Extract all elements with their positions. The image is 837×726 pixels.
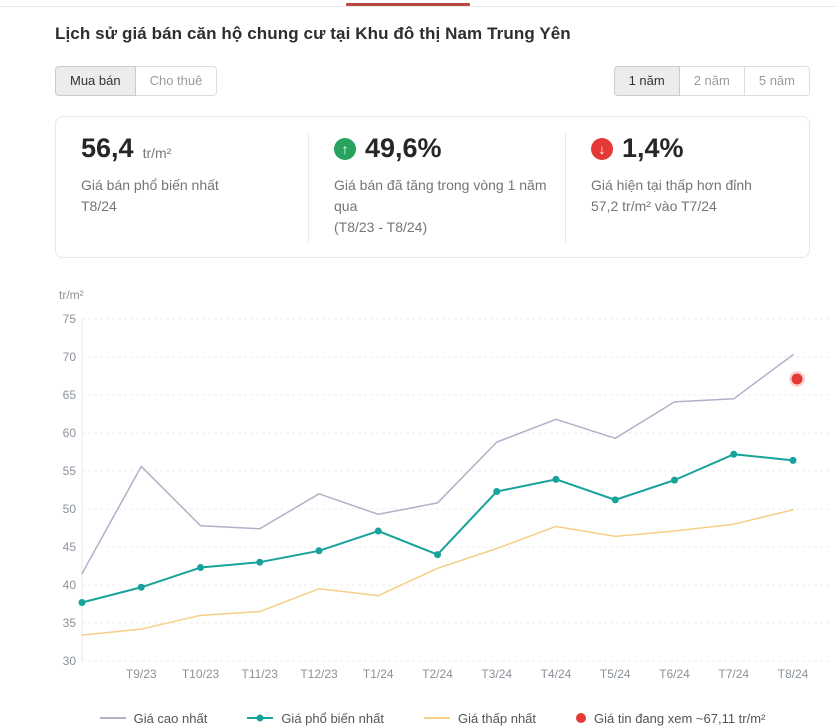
stat-card-below-peak: ↓ 1,4% Giá hiện tại thấp hơn đỉnh 57,2 t… xyxy=(566,117,809,257)
chart-area: tr/m² 30 35 40 45 50 55 60 65 70 75 T9/23 T10/23 T11/… xyxy=(55,286,835,691)
time-range-toggle: 1 năm 2 năm 5 năm xyxy=(613,66,810,96)
arrow-down-circle-icon: ↓ xyxy=(591,137,613,160)
current-listing-dot[interactable] xyxy=(791,373,803,385)
stat-value-row: ↓ 1,4% xyxy=(591,133,793,164)
y-tick-label: 75 xyxy=(63,312,77,326)
x-tick-label: T5/24 xyxy=(600,667,631,681)
stat-value-row: ↑ 49,6% xyxy=(334,133,550,164)
data-point-marker[interactable] xyxy=(197,563,204,571)
stat-value-row: 56,4 tr/m² xyxy=(81,133,293,164)
x-tick-label: T12/23 xyxy=(300,667,338,681)
stat-description: Giá bán phổ biến nhất T8/24 xyxy=(81,175,293,217)
legend-item-lowest-price[interactable]: Giá thấp nhất xyxy=(423,710,537,726)
y-tick-label: 70 xyxy=(63,350,77,364)
legend-label: Giá cao nhất xyxy=(133,710,208,726)
stat-description: Giá hiện tại thấp hơn đỉnh 57,2 tr/m² và… xyxy=(591,175,793,217)
data-point-marker[interactable] xyxy=(730,450,738,458)
dot-swatch xyxy=(256,714,264,722)
data-point-marker[interactable] xyxy=(78,598,86,606)
stat-description: Giá bán đã tăng trong vòng 1 năm qua (T8… xyxy=(334,175,550,238)
range-1-year-button[interactable]: 1 năm xyxy=(613,66,680,96)
x-tick-label: T6/24 xyxy=(659,667,690,681)
data-point-marker[interactable] xyxy=(315,546,323,554)
stat-desc-line1: Giá bán đã tăng trong vòng 1 năm qua xyxy=(334,176,547,214)
legend-item-common-price[interactable]: Giá phổ biến nhất xyxy=(247,711,384,726)
legend-label: Giá phổ biến nhất xyxy=(281,710,384,726)
legend-label: Giá thấp nhất xyxy=(457,710,537,726)
data-point-marker[interactable] xyxy=(789,456,797,464)
stat-value: 56,4 xyxy=(81,133,134,163)
x-tick-label: T1/24 xyxy=(363,667,394,681)
summary-stats-panel: 56,4 tr/m² Giá bán phổ biến nhất T8/24 ↑… xyxy=(55,116,810,258)
stat-value: 49,6% xyxy=(365,133,442,163)
price-history-widget: Lịch sử giá bán căn hộ chung cư tại Khu … xyxy=(55,16,830,726)
x-tick-label: T8/24 xyxy=(778,667,809,681)
y-tick-label: 35 xyxy=(63,616,77,630)
x-tick-label: T3/24 xyxy=(481,667,512,681)
data-point-marker[interactable] xyxy=(374,527,382,535)
data-point-marker[interactable] xyxy=(611,496,619,504)
stat-unit: tr/m² xyxy=(142,144,172,161)
legend-label: Giá tin đang xem ~67,11 tr/m² xyxy=(594,710,766,726)
x-tick-label: T4/24 xyxy=(541,667,572,681)
data-point-marker[interactable] xyxy=(434,550,441,558)
series-line-giá-thấp-nhất xyxy=(81,508,794,636)
stat-desc-line2: (T8/23 - T8/24) xyxy=(334,218,428,235)
x-tick-label: T2/24 xyxy=(422,667,453,681)
range-2-year-button[interactable]: 2 năm xyxy=(678,66,745,96)
y-tick-label: 40 xyxy=(63,578,77,592)
arrow-up-circle-icon: ↑ xyxy=(334,137,356,160)
buy-tab[interactable]: Mua bán xyxy=(55,66,136,96)
data-point-marker[interactable] xyxy=(552,475,560,483)
transaction-type-toggle: Mua bán Cho thuê xyxy=(55,66,218,96)
legend-item-current-listing[interactable]: Giá tin đang xem ~67,11 tr/m² xyxy=(576,711,765,726)
stat-desc-line2: T8/24 xyxy=(81,197,117,214)
stat-card-yearly-change: ↑ 49,6% Giá bán đã tăng trong vòng 1 năm… xyxy=(309,117,566,257)
price-history-chart: tr/m² 30 35 40 45 50 55 60 65 70 75 T9/23 T10/23 T11/… xyxy=(59,288,830,681)
x-tick-label: T9/23 xyxy=(126,667,157,681)
stat-value: 1,4% xyxy=(622,133,684,163)
x-tick-label: T7/24 xyxy=(718,667,749,681)
controls-row: Mua bán Cho thuê 1 năm 2 năm 5 năm xyxy=(55,66,810,96)
y-tick-label: 60 xyxy=(63,426,77,440)
y-tick-label: 55 xyxy=(63,464,77,478)
y-tick-label: 30 xyxy=(63,654,77,668)
stat-card-common-price: 56,4 tr/m² Giá bán phổ biến nhất T8/24 xyxy=(56,117,309,257)
stat-desc-line1: Giá hiện tại thấp hơn đỉnh xyxy=(591,176,752,193)
legend-item-highest-price[interactable]: Giá cao nhất xyxy=(99,710,208,726)
y-tick-label: 65 xyxy=(63,388,77,402)
x-tick-label: T10/23 xyxy=(182,667,220,681)
chart-legend: Giá cao nhất Giá phổ biến nhất Giá thấp … xyxy=(55,711,810,726)
y-axis-unit-label: tr/m² xyxy=(59,288,84,302)
data-point-marker[interactable] xyxy=(256,558,264,566)
x-tick-label: T11/23 xyxy=(242,667,279,681)
series-line-giá-cao-nhất xyxy=(81,353,794,575)
line-swatch xyxy=(99,717,126,720)
series-line-giá-phổ-biến-nhất xyxy=(81,452,794,604)
red-dot-swatch xyxy=(576,713,587,724)
top-divider xyxy=(0,6,837,7)
line-swatch xyxy=(423,717,450,720)
y-tick-label: 50 xyxy=(63,502,77,516)
y-tick-label: 45 xyxy=(63,540,77,554)
page-title: Lịch sử giá bán căn hộ chung cư tại Khu … xyxy=(55,24,571,43)
rent-tab[interactable]: Cho thuê xyxy=(134,66,218,96)
range-5-year-button[interactable]: 5 năm xyxy=(743,66,810,96)
active-tab-indicator xyxy=(346,3,470,6)
stat-desc-line1: Giá bán phổ biến nhất xyxy=(81,176,219,193)
data-point-marker[interactable] xyxy=(137,583,145,591)
stat-desc-line2: 57,2 tr/m² vào T7/24 xyxy=(591,197,717,214)
data-point-marker[interactable] xyxy=(493,487,501,495)
data-point-marker[interactable] xyxy=(671,476,678,484)
line-dot-swatch xyxy=(247,714,274,722)
